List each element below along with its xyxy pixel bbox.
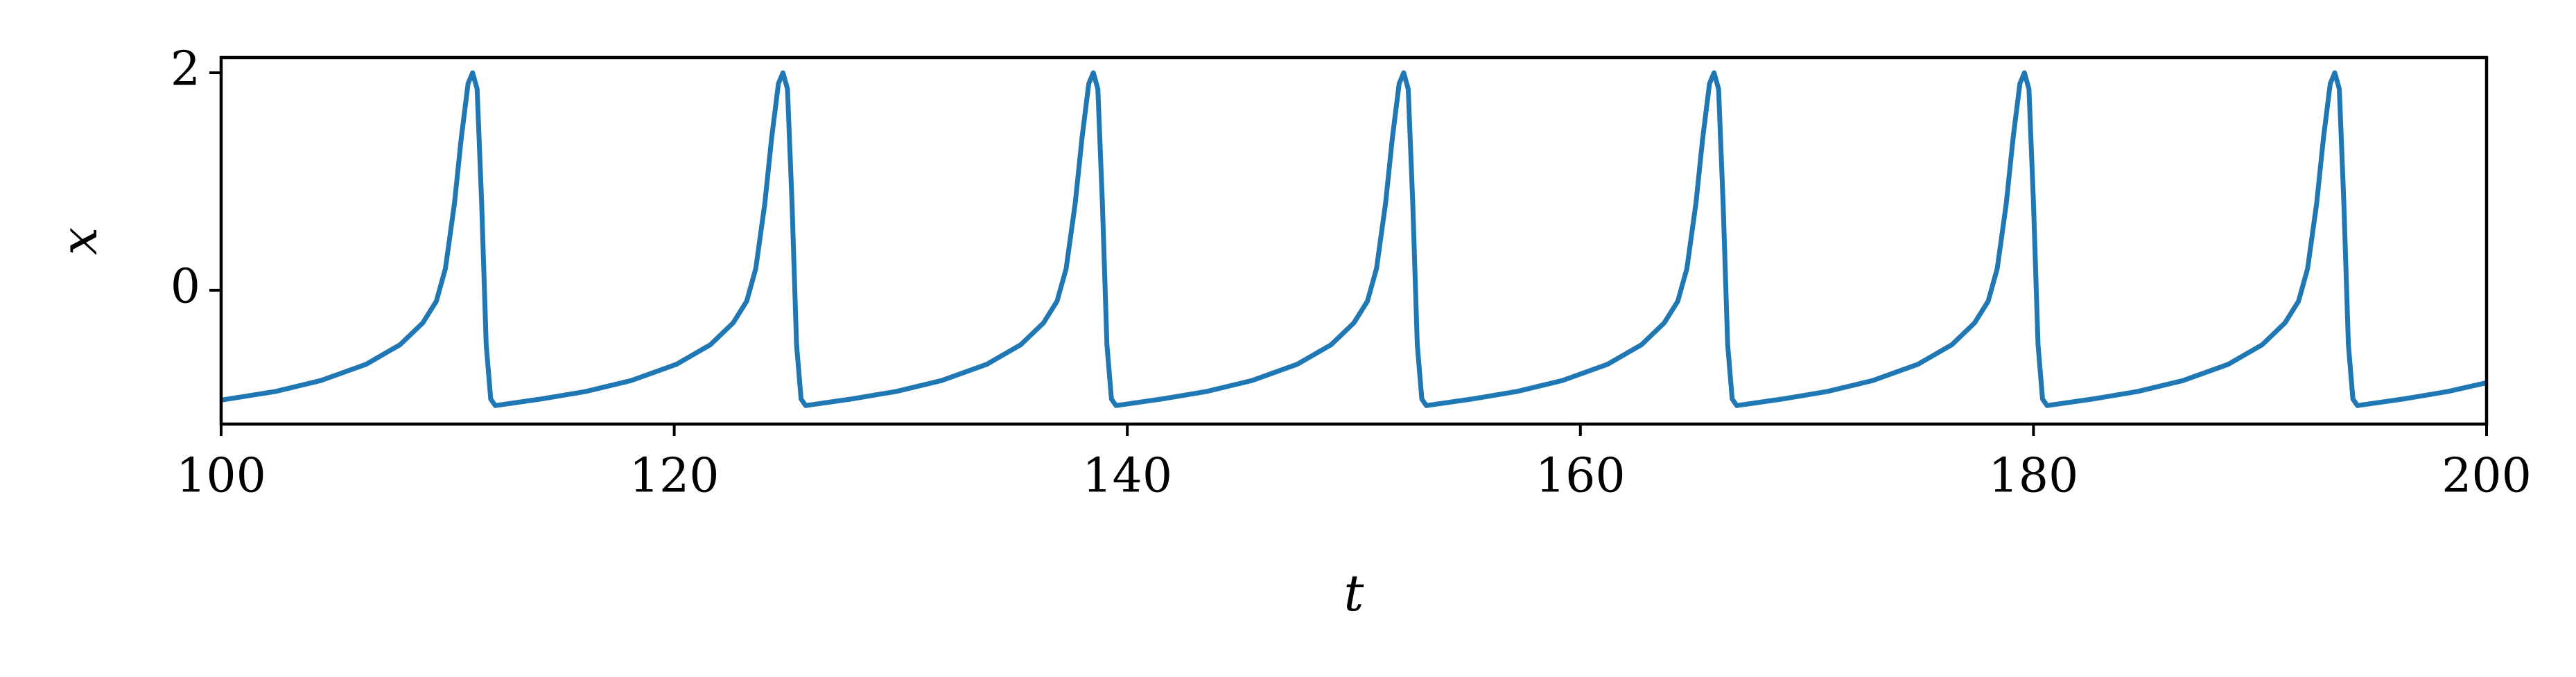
y-tick-label: 0 [171, 259, 200, 314]
x-tick-label: 200 [2442, 449, 2532, 504]
plot-frame [219, 55, 2489, 426]
x-tick-label: 100 [176, 449, 266, 504]
x-axis-label: t [1344, 564, 1365, 622]
x-tick-label: 160 [1535, 449, 1626, 504]
x-tick-label: 140 [1082, 449, 1172, 504]
y-tick-label: 2 [171, 42, 200, 96]
x-tick-label: 120 [629, 449, 720, 504]
x-tick-label: 180 [1989, 449, 2079, 504]
y-axis-label: x [50, 227, 108, 256]
data-line [221, 70, 2487, 408]
